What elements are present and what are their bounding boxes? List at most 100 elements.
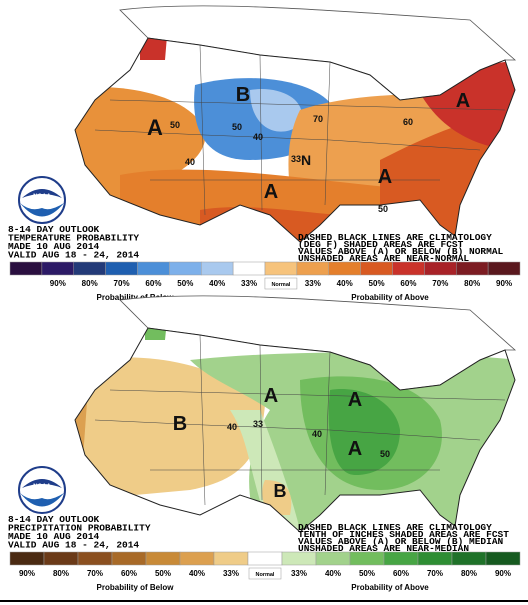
legend-label: 70%	[114, 279, 130, 288]
legend-label: 70%	[432, 279, 448, 288]
legend-label: 33%	[223, 569, 239, 578]
logo-text: NOAA	[33, 194, 51, 200]
us-outline	[74, 327, 516, 533]
outlook-panel: A B A A A N 50 40 50 40 33 70 60 50 NOAA 8-14 DAY OUTLO…	[8, 5, 521, 302]
legend-swatch	[73, 261, 106, 276]
outlook-panel: A B A A B 40 33 40 50 NOAA 8-14 DAY OUTLOOKPRECIPI…	[8, 295, 521, 592]
legend-label: 40%	[325, 569, 341, 578]
legend-swatch	[9, 261, 43, 276]
legend-swatch	[213, 551, 249, 566]
map-label: A	[348, 389, 362, 411]
legend-label: 40%	[189, 569, 205, 578]
legend-swatch	[328, 261, 361, 276]
legend-swatch	[315, 551, 351, 566]
outlook-line: TEMPERATURE PROBABILITY	[8, 233, 139, 244]
noaa-logo: NOAA	[18, 176, 66, 224]
state-line	[109, 99, 506, 111]
legend-swatch	[145, 551, 181, 566]
legend-label: 33%	[241, 279, 257, 288]
legend-above-title: Probability of Above	[351, 583, 429, 592]
state-line	[324, 351, 331, 496]
legend-label: 70%	[427, 569, 443, 578]
legend-label: 90%	[50, 279, 66, 288]
legend-swatch	[383, 551, 419, 566]
logo-gull	[22, 479, 62, 488]
outlook-line: MADE 10 AUG 2014	[8, 531, 100, 542]
legend-label: 33%	[305, 279, 321, 288]
legend-label: 50%	[359, 569, 375, 578]
legend-swatch	[9, 551, 45, 566]
map-label: N	[301, 152, 311, 168]
legend-below-title: Probability of Below	[97, 293, 175, 302]
state-line	[199, 334, 206, 506]
legend-label: 40%	[209, 279, 225, 288]
state-line	[94, 419, 481, 441]
legend-swatch	[43, 551, 79, 566]
legend-normal: Normal	[271, 282, 290, 288]
legend-label: 80%	[53, 569, 69, 578]
logo-text: NOAA	[33, 484, 51, 490]
map-label: 60	[403, 117, 413, 127]
map-label: A	[264, 385, 278, 407]
us-outline	[74, 37, 516, 243]
logo-bottom	[20, 493, 64, 507]
legend-label: 60%	[400, 279, 416, 288]
note-line: VALUES ABOVE (A) OR BELOW (B) MEDIAN	[298, 536, 504, 547]
forecast-area	[250, 89, 302, 132]
map-label: 40	[227, 422, 237, 432]
map-label: A	[147, 115, 163, 140]
map-label: 50	[232, 122, 242, 132]
legend-label: 60%	[145, 279, 161, 288]
legend-below-title: Probability of Below	[97, 583, 175, 592]
legend-swatch	[424, 261, 457, 276]
forecast-area	[328, 389, 400, 475]
noaa-logo: NOAA	[18, 466, 66, 514]
legend-label: 70%	[87, 569, 103, 578]
shading	[75, 328, 515, 532]
legend-swatch	[451, 551, 487, 566]
state-line	[324, 61, 331, 206]
legend-swatch	[487, 261, 521, 276]
map-label: 33	[253, 419, 263, 429]
legend-swatch	[485, 551, 521, 566]
map-label: B	[236, 84, 250, 106]
forecast-area	[80, 357, 265, 500]
legend-label: 50%	[177, 279, 193, 288]
legend-label: 40%	[337, 279, 353, 288]
map-label: 50	[170, 120, 180, 130]
note-line: UNSHADED AREAS ARE NEAR-MEDIAN	[298, 543, 469, 554]
map-label: 70	[313, 114, 323, 124]
state-line	[259, 344, 263, 501]
map-label: 40	[253, 132, 263, 142]
legend-swatch	[456, 261, 489, 276]
legend-swatch	[296, 261, 329, 276]
legend-swatch	[169, 261, 202, 276]
outlook-line: 8-14 DAY OUTLOOK	[8, 224, 100, 235]
legend-label: 50%	[369, 279, 385, 288]
state-line	[94, 129, 481, 151]
legend-swatch	[111, 551, 147, 566]
map-label: 40	[312, 429, 322, 439]
note-line: UNSHADED AREAS ARE NEAR-NORMAL	[298, 253, 469, 264]
legend-label: 80%	[464, 279, 480, 288]
map-label: 40	[185, 157, 195, 167]
legend-swatch	[105, 261, 138, 276]
legend-label: 90%	[495, 569, 511, 578]
legend-label: 90%	[496, 279, 512, 288]
legend-swatch	[77, 551, 113, 566]
note-line: (DEG F) SHADED AREAS ARE FCST	[298, 239, 464, 250]
map-label: B	[274, 481, 287, 501]
legend-label: 60%	[121, 569, 137, 578]
normal-box	[248, 567, 282, 580]
note-line: DASHED BLACK LINES ARE CLIMATOLOGY	[298, 522, 492, 533]
legend-swatch	[417, 551, 453, 566]
logo-bottom	[20, 203, 64, 217]
legend-swatch	[392, 261, 425, 276]
legend-swatch	[232, 261, 266, 276]
legend-swatch	[281, 551, 317, 566]
legend-swatch	[349, 551, 385, 566]
legend-swatch	[137, 261, 170, 276]
map-label: B	[173, 413, 187, 435]
legend-label: 50%	[155, 569, 171, 578]
